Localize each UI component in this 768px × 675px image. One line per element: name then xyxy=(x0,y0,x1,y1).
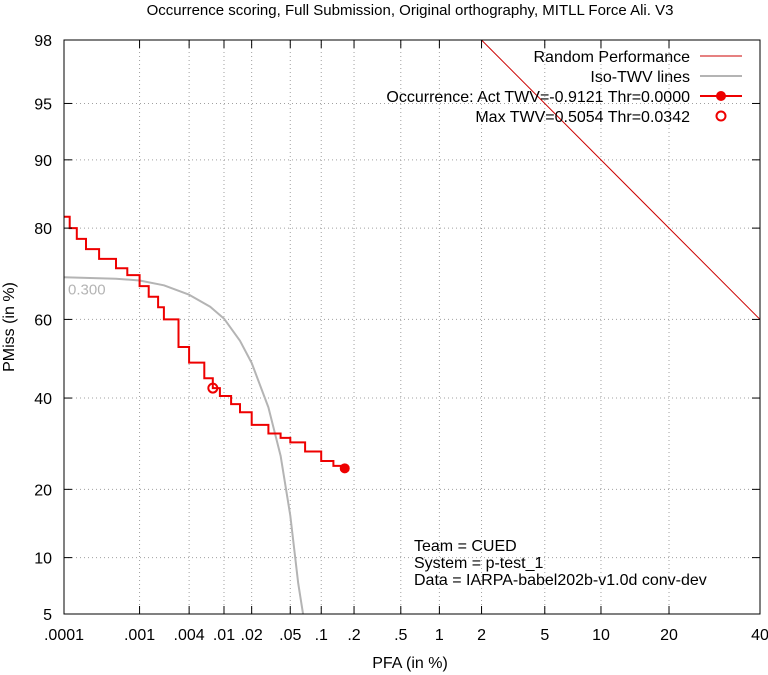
y-tick-label: 5 xyxy=(43,607,52,624)
x-tick-label: .001 xyxy=(124,627,155,644)
y-tick-label: 40 xyxy=(34,391,52,408)
tick-marks xyxy=(63,39,761,615)
legend-label: Random Performance xyxy=(533,49,690,66)
y-tick-labels: 5 10 20 40 60 80 90 95 98 xyxy=(34,33,52,624)
legend-label: Iso-TWV lines xyxy=(590,69,690,86)
legend-marker xyxy=(716,91,726,101)
legend-label: Max TWV=0.5054 Thr=0.0342 xyxy=(475,109,690,126)
y-axis-title: PMiss (in %) xyxy=(1,282,18,372)
x-tick-label: .02 xyxy=(241,627,263,644)
act-twv-point xyxy=(339,463,350,474)
x-tick-label: 1 xyxy=(435,627,444,644)
random-performance-line xyxy=(481,40,760,320)
x-tick-label: 20 xyxy=(660,627,678,644)
x-tick-label: .2 xyxy=(347,627,360,644)
y-tick-label: 98 xyxy=(34,33,52,50)
x-tick-label: 40 xyxy=(751,627,768,644)
occurrence-det-curve xyxy=(64,215,346,469)
iso-twv-label: 0.300 xyxy=(68,281,106,298)
x-axis-title: PFA (in %) xyxy=(372,655,448,672)
x-tick-label: .05 xyxy=(279,627,301,644)
x-tick-label: .004 xyxy=(174,627,205,644)
y-tick-label: 60 xyxy=(34,312,52,329)
x-tick-label: .01 xyxy=(213,627,235,644)
x-tick-label: 2 xyxy=(477,627,486,644)
legend: Random Performance Iso-TWV lines Occurrenc… xyxy=(386,49,742,126)
y-tick-label: 80 xyxy=(34,221,52,238)
x-tick-label: 10 xyxy=(592,627,610,644)
grid-lines xyxy=(64,40,760,614)
x-tick-label: .5 xyxy=(394,627,407,644)
max-twv-point xyxy=(207,382,219,394)
info-line: System = p-test_1 xyxy=(414,555,543,572)
series-layer: 0.300 xyxy=(64,40,760,614)
iso-twv-line xyxy=(64,276,305,614)
y-tick-label: 10 xyxy=(34,551,52,568)
info-line: Data = IARPA-babel202b-v1.0d conv-dev xyxy=(414,572,707,589)
x-tick-label: .1 xyxy=(315,627,328,644)
y-tick-label: 20 xyxy=(34,482,52,499)
x-tick-labels: .0001 .001 .004 .01 .02 .05 .1 .2 .5 1 2 5 10 20 40 xyxy=(44,627,768,644)
legend-marker xyxy=(715,110,727,122)
y-tick-label: 95 xyxy=(34,96,52,113)
x-tick-label: .0001 xyxy=(44,627,84,644)
info-line: Team = CUED xyxy=(414,538,517,555)
legend-label: Occurrence: Act TWV=-0.9121 Thr=0.0000 xyxy=(386,89,690,106)
chart-title: Occurrence scoring, Full Submission, Ori… xyxy=(147,2,674,19)
y-tick-label: 90 xyxy=(34,153,52,170)
plot-frame xyxy=(63,39,761,615)
x-tick-label: 5 xyxy=(540,627,549,644)
series-clip-group xyxy=(64,40,760,614)
